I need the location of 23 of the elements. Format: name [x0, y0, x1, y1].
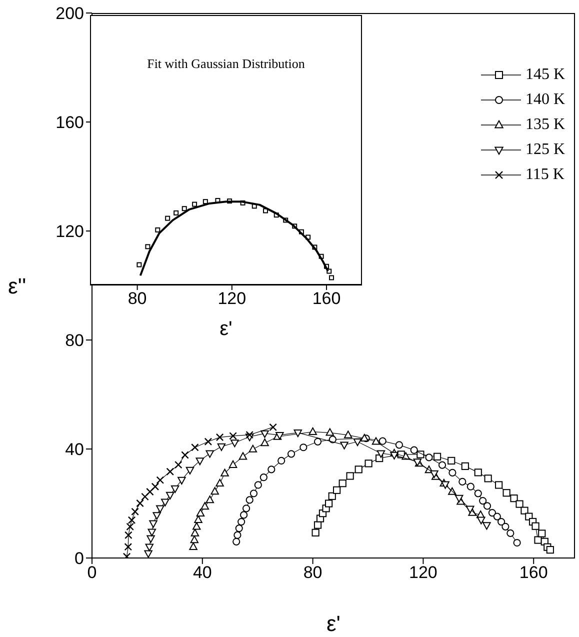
legend-label: 140 K	[525, 90, 565, 108]
x-tick-label: 80	[128, 289, 147, 308]
x-tick-label: 160	[312, 289, 341, 308]
x-tick-label: 80	[303, 563, 322, 582]
y-tick-label: 200	[56, 4, 84, 24]
x-tick-label: 40	[192, 563, 212, 582]
x-tick-label: 160	[519, 563, 548, 582]
annotation: Fit with Gaussian Distribution	[146, 56, 306, 72]
x-tick-label: 120	[409, 563, 438, 582]
y-axis-title: ε''	[8, 273, 26, 298]
y-tick-label: 40	[65, 440, 84, 460]
y-tick-label: 0	[74, 549, 84, 568]
legend-label: 135 K	[525, 116, 565, 134]
y-tick-label: 80	[65, 331, 84, 350]
legend-label: 125 K	[525, 140, 565, 158]
x-tick-label: 120	[218, 289, 246, 308]
y-tick-label: 160	[56, 113, 84, 132]
y-tick-label: 120	[56, 222, 84, 242]
x-axis-title: ε'	[220, 318, 232, 340]
x-tick-label: 0	[87, 563, 97, 582]
legend-label: 145 K	[525, 66, 565, 84]
legend-label: 115 K	[525, 166, 564, 184]
x-axis-title: ε'	[326, 611, 341, 636]
